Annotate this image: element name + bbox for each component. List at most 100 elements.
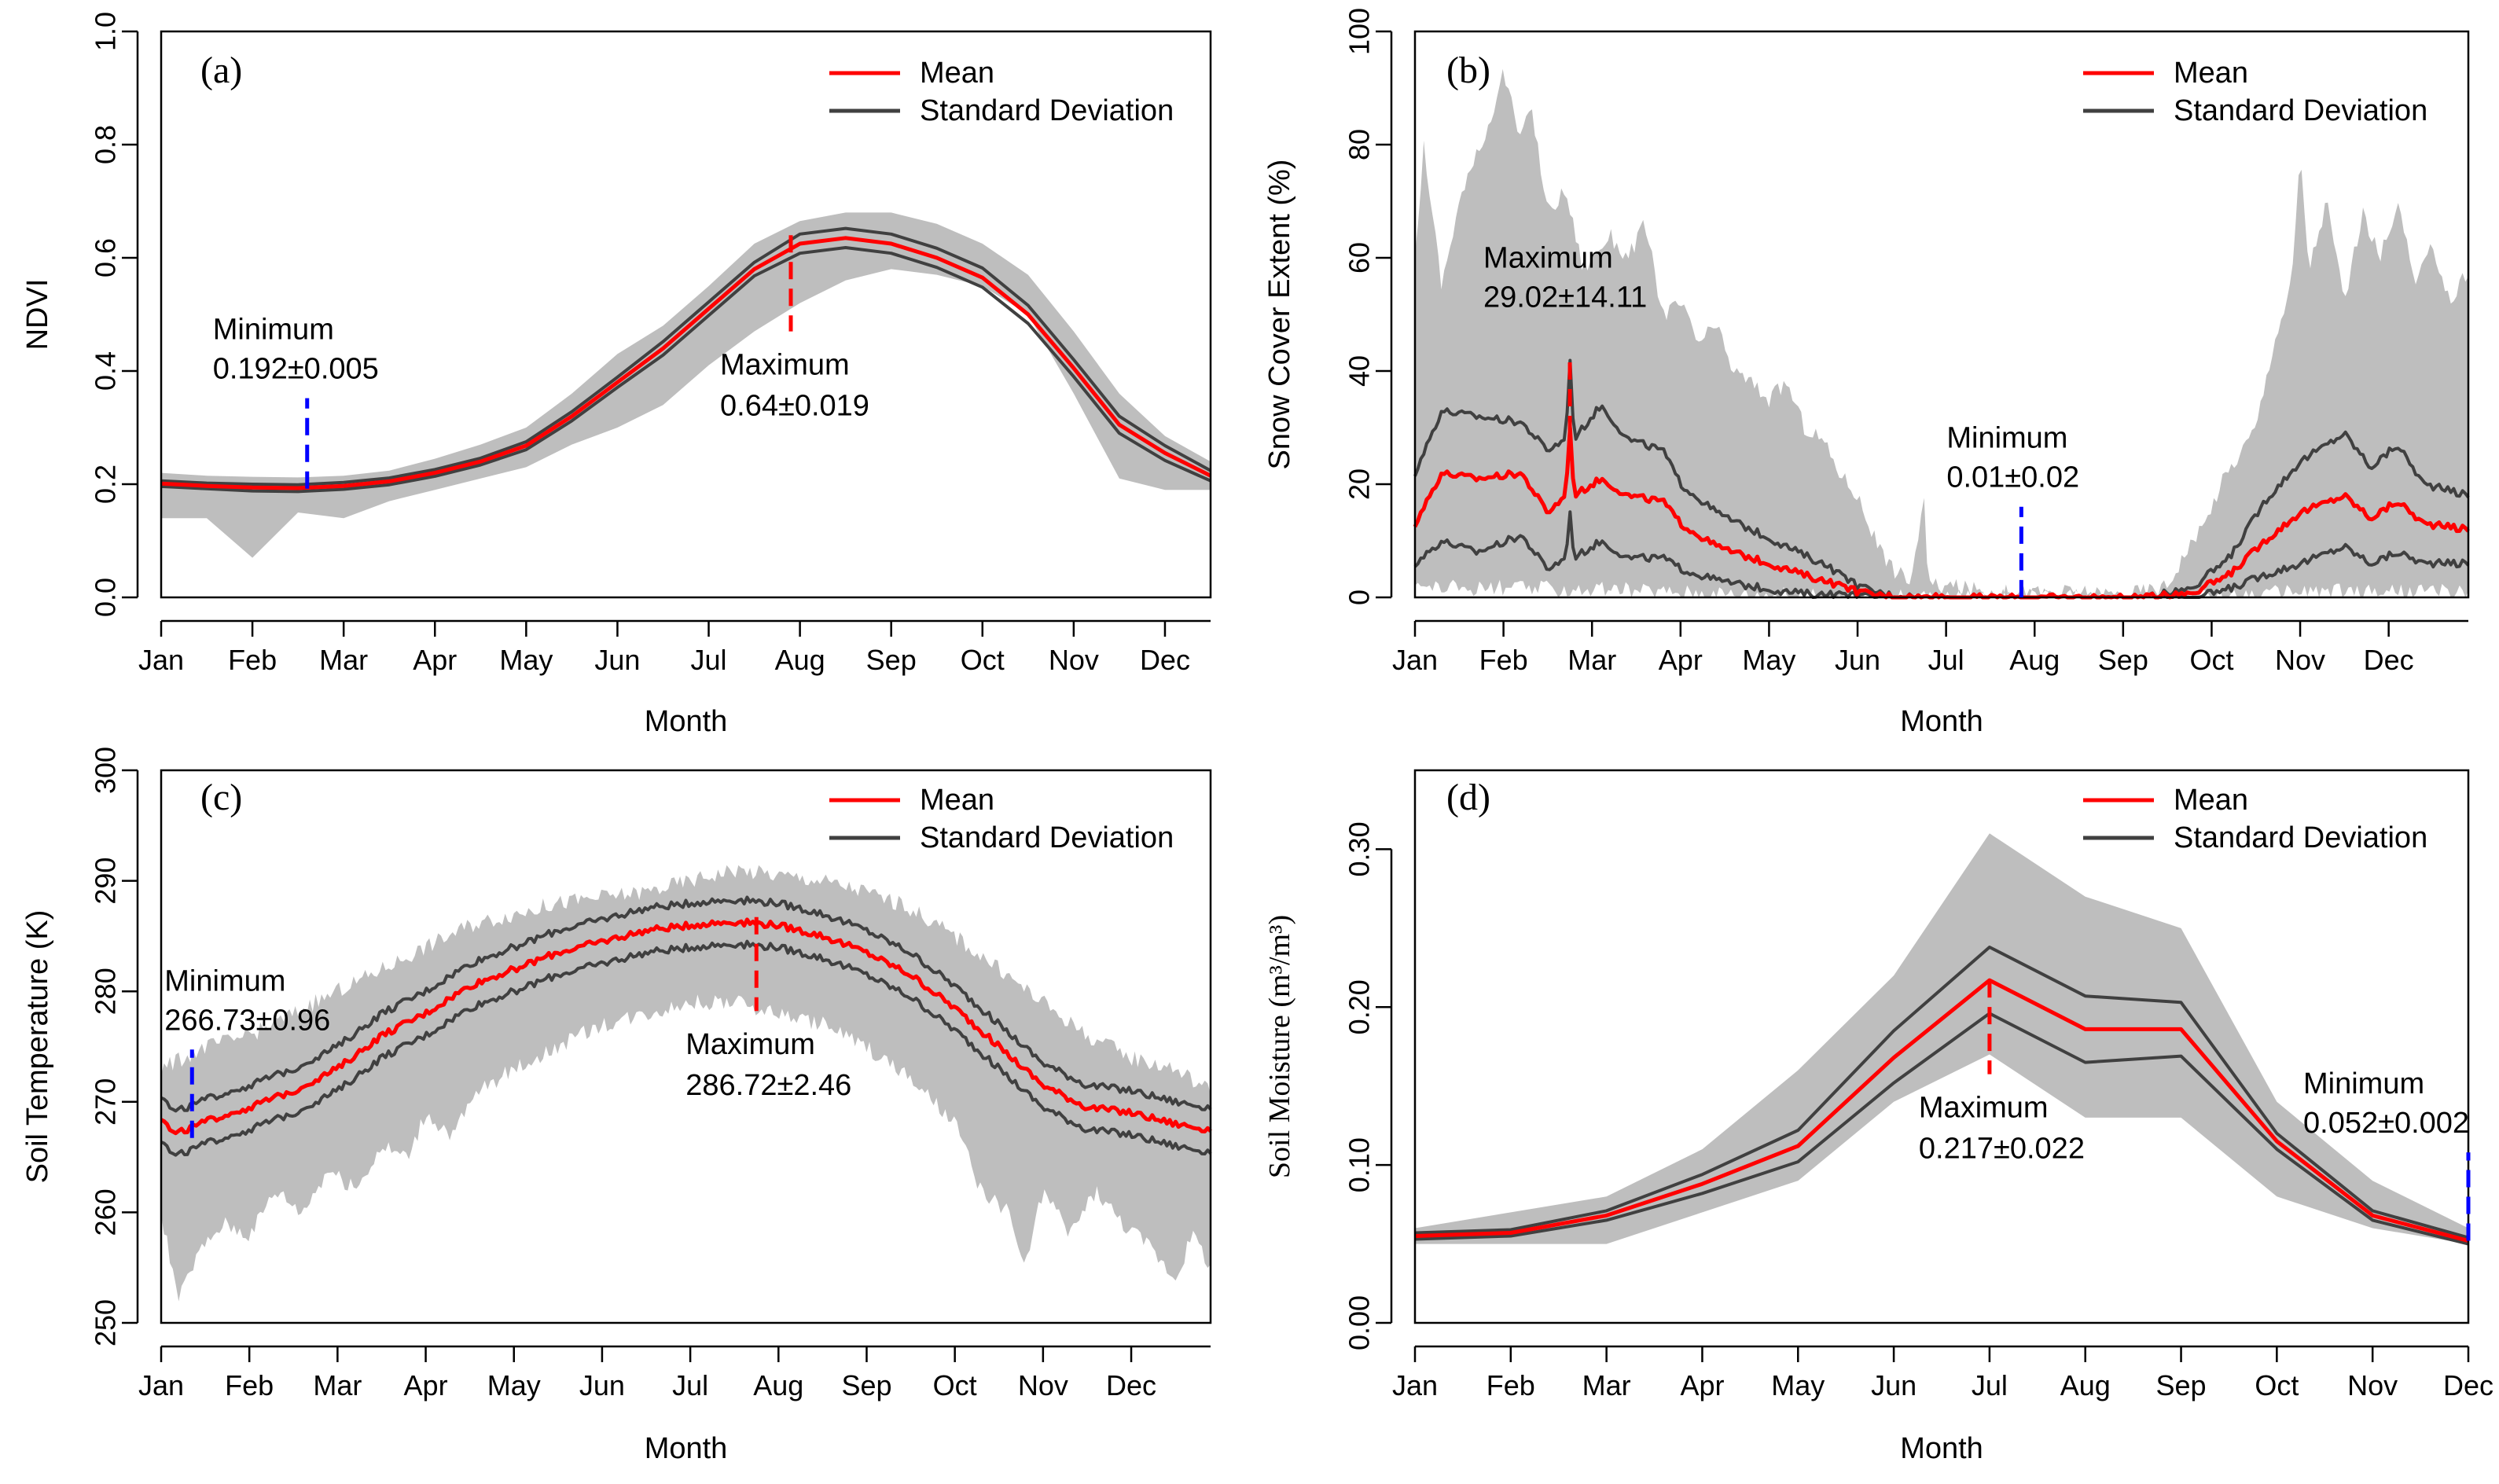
x-tick-label: Sep xyxy=(2156,1369,2207,1401)
y-tick-label: 0.20 xyxy=(1343,979,1376,1034)
x-tick-label: Jan xyxy=(138,1369,184,1401)
maximum-value: 0.217±0.022 xyxy=(1919,1133,2085,1166)
chart-panel-c: 250 260 270 280 290 300 Jan Feb Mar Apr May Jun Jul A… xyxy=(21,747,1212,1465)
y-axis-label: NDVI xyxy=(21,279,54,351)
minimum-value: 0.052±0.002 xyxy=(2303,1107,2469,1140)
y-tick-label: 60 xyxy=(1343,242,1376,274)
x-tick-label: Aug xyxy=(2060,1369,2111,1401)
plot-frame xyxy=(160,769,1212,1324)
legend-sd-label: Standard Deviation xyxy=(2174,821,2427,854)
y-tick-label: 80 xyxy=(1343,129,1376,160)
x-tick-label: Jan xyxy=(1392,1369,1438,1401)
variability-band xyxy=(1415,833,2468,1244)
x-tick-label: Nov xyxy=(2275,644,2325,676)
x-tick-label: Feb xyxy=(228,644,277,676)
legend-mean-label: Mean xyxy=(920,784,994,817)
minimum-label: Minimum xyxy=(1946,422,2067,455)
y-axis-label: Snow Cover Extent (%) xyxy=(1263,160,1296,470)
y-tick-label: 0.0 xyxy=(90,578,122,617)
y-tick-label: 0.8 xyxy=(90,125,122,164)
x-tick-label: Dec xyxy=(1140,644,1190,676)
x-tick-label: Feb xyxy=(1479,644,1528,676)
minimum-value: 0.192±0.005 xyxy=(213,353,379,386)
x-tick-label: Jun xyxy=(1871,1369,1917,1401)
x-tick-label: Sep xyxy=(841,1369,891,1401)
y-tick-label: 250 xyxy=(90,1299,122,1346)
y-tick-label: 260 xyxy=(90,1188,122,1236)
y-tick-label: 0.10 xyxy=(1343,1137,1376,1192)
x-tick-label: Jul xyxy=(672,1369,708,1401)
x-tick-label: Nov xyxy=(1018,1369,1068,1401)
mean-line xyxy=(1414,978,2469,1243)
y-tick-label: 0.2 xyxy=(90,465,122,504)
x-tick-label: Oct xyxy=(2189,644,2233,676)
x-tick-label: May xyxy=(499,644,553,676)
x-tick-label: Mar xyxy=(319,644,368,676)
y-axis-label: Soil Temperature (K) xyxy=(21,910,54,1184)
minimum-label: Minimum xyxy=(213,314,334,347)
x-tick-label: Nov xyxy=(2347,1369,2398,1401)
plot-frame xyxy=(1413,30,2470,599)
x-tick-label: Mar xyxy=(1582,1369,1631,1401)
sd-lower-line xyxy=(160,246,1211,494)
x-tick-label: Mar xyxy=(1567,644,1616,676)
x-tick-label: Sep xyxy=(2098,644,2148,676)
x-tick-label: Apr xyxy=(1659,644,1703,676)
mean-line xyxy=(160,236,1212,490)
x-tick-label: Aug xyxy=(775,644,825,676)
maximum-label: Maximum xyxy=(1483,241,1613,274)
x-tick-label: May xyxy=(1771,1369,1825,1401)
x-tick-label: Dec xyxy=(2364,644,2414,676)
y-tick-label: 0.00 xyxy=(1343,1295,1376,1350)
sd-upper-line xyxy=(160,895,1212,1113)
minimum-label: Minimum xyxy=(164,964,285,997)
x-tick-label: Sep xyxy=(866,644,917,676)
legend-sd-label: Standard Deviation xyxy=(920,821,1174,854)
y-tick-label: 0 xyxy=(1343,590,1376,605)
y-tick-label: 40 xyxy=(1343,355,1376,387)
x-tick-label: Oct xyxy=(2255,1369,2299,1401)
legend-sd-label: Standard Deviation xyxy=(920,94,1174,127)
x-tick-label: Mar xyxy=(313,1369,362,1401)
x-tick-label: Aug xyxy=(753,1369,803,1401)
x-tick-label: Apr xyxy=(1680,1369,1724,1401)
x-tick-label: Apr xyxy=(404,1369,448,1401)
minimum-value: 266.73±0.96 xyxy=(164,1004,330,1037)
y-tick-label: 100 xyxy=(1343,8,1376,55)
chart-panel-d: 0.00 0.10 0.20 0.30 Jan Feb Mar Apr May Jun Jul Aug… xyxy=(1263,769,2493,1465)
legend-mean-label: Mean xyxy=(920,57,994,90)
variability-band xyxy=(161,865,1211,1302)
chart-panel-b: 0 20 40 60 80 100 Jan Feb Mar Apr May Jun Jul Aug Sep O… xyxy=(1263,8,2470,738)
x-tick-label: Feb xyxy=(1487,1369,1535,1401)
x-tick-label: Oct xyxy=(961,644,1005,676)
panel-label: (c) xyxy=(200,777,242,818)
y-tick-label: 280 xyxy=(90,968,122,1015)
y-tick-label: 0.6 xyxy=(90,238,122,277)
y-tick-label: 300 xyxy=(90,747,122,794)
x-axis-label: Month xyxy=(1900,705,1983,738)
mean-line xyxy=(1413,426,2470,600)
x-axis-label-panel-a: Month xyxy=(645,705,728,738)
x-tick-label: Jul xyxy=(1972,1369,2008,1401)
variability-band xyxy=(1415,68,2468,597)
x-tick-label: Jun xyxy=(594,644,640,676)
panel-label: (a) xyxy=(200,50,242,91)
x-tick-label: Jul xyxy=(691,644,727,676)
x-tick-label: Feb xyxy=(225,1369,274,1401)
y-tick-label: 270 xyxy=(90,1078,122,1126)
x-axis-label: Month xyxy=(645,1432,728,1465)
maximum-label: Maximum xyxy=(685,1028,815,1061)
y-axis-label: Soil Moisture (m³/m³) xyxy=(1263,915,1296,1178)
legend-mean-label: Mean xyxy=(2174,57,2248,90)
chart-panel-a: 0.0 0.2 0.4 0.6 0.8 1.0 Jan Feb Mar Apr May Jun Jul A… xyxy=(21,12,1212,676)
sd-upper-line xyxy=(1414,946,2469,1240)
panel-label: (d) xyxy=(1446,777,1490,818)
y-tick-label: 290 xyxy=(90,858,122,905)
x-tick-label: May xyxy=(487,1369,541,1401)
legend-sd-label: Standard Deviation xyxy=(2174,94,2427,127)
sd-lower-line xyxy=(1414,1012,2469,1246)
x-tick-label: Jun xyxy=(1835,644,1880,676)
minimum-value: 0.01±0.02 xyxy=(1946,461,2079,494)
y-tick-label: 20 xyxy=(1343,468,1376,500)
